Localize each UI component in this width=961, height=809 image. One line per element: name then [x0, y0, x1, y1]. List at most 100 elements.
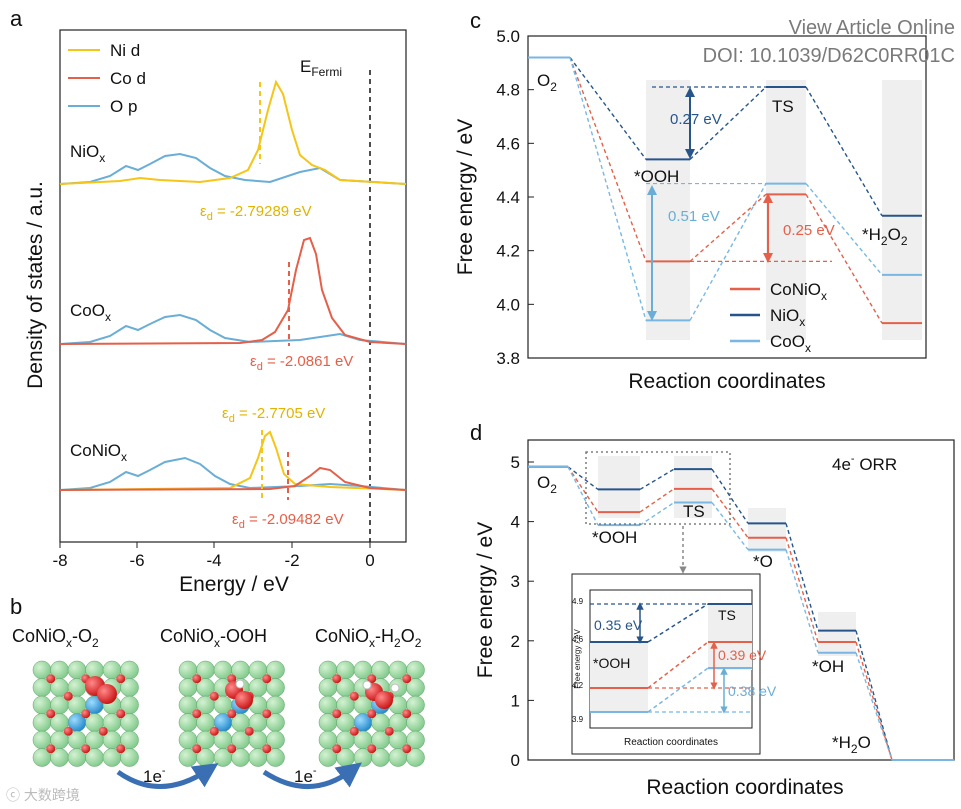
c-connector-coo-1 — [689, 183, 767, 321]
d-state-shade-2 — [748, 508, 786, 552]
c-connector-coo-2 — [805, 183, 883, 276]
o-atom — [332, 674, 342, 684]
electron-label-2: 1e- — [294, 765, 317, 786]
d-ytick-2: 2 — [511, 632, 520, 651]
panel-a-letter: a — [10, 6, 23, 31]
d-connector-nio-3 — [785, 523, 819, 631]
c-state-o2: O2 — [537, 71, 557, 94]
c-ytick-5.0: 5.0 — [496, 27, 520, 46]
o-atom — [81, 709, 91, 719]
structure-label-h2o2: CoNiOx-H2O2 — [315, 626, 422, 650]
d-inset-xlabel: Reaction coordinates — [624, 737, 718, 748]
d-connector-nio-4 — [855, 630, 893, 761]
d-inset-ytick-4.2: 4.2 — [572, 681, 584, 690]
d-inset-ytick-3.9: 3.9 — [572, 715, 584, 724]
c-ytick-3.8: 3.8 — [496, 349, 520, 368]
o-atom — [384, 726, 394, 736]
c-legend-coo: CoOx — [770, 332, 811, 355]
conio-co-d-curve — [59, 466, 407, 491]
d-inset-state-ts: TS — [718, 607, 736, 623]
a-xtick-2: -4 — [206, 551, 221, 570]
o-atom — [81, 744, 91, 754]
d-state-o: *O — [753, 552, 773, 571]
c-connector-conio-2 — [805, 193, 883, 324]
o-atom — [63, 691, 73, 701]
o-atom — [192, 744, 202, 754]
panel-a-legend: Ni d Co d O p — [68, 41, 146, 116]
conio-co-d-center-text: εd = -2.09482 eV — [232, 511, 344, 531]
d-inset-annotation-nio: 0.35 eV — [594, 617, 643, 633]
a-xlabel: Energy / eV — [179, 573, 289, 596]
view-article-link[interactable]: View Article Online — [788, 17, 955, 39]
electron-label-1: 1e- — [143, 765, 166, 786]
d-inset-state-ooh: *OOH — [593, 655, 630, 671]
panel-c-letter: c — [470, 8, 481, 33]
c-ytick-4.2: 4.2 — [496, 242, 520, 261]
o-atom — [402, 674, 412, 684]
nio-d-center-text: εd = -2.79289 eV — [200, 203, 312, 223]
slab-h2o2 — [318, 660, 425, 767]
a-xtick-3: -2 — [284, 551, 299, 570]
o-atom — [46, 674, 56, 684]
structure-label-o2: CoNiOx-O2 — [12, 626, 99, 650]
c-connector-conio-0 — [569, 57, 647, 262]
d-connector-coo-4 — [855, 652, 893, 761]
slab-ooh — [178, 660, 285, 767]
o-atom — [98, 726, 108, 736]
c-annotation-coo: 0.51 eV — [668, 208, 720, 225]
c-connector-nio-1 — [689, 86, 767, 160]
conio-ni-d-curve — [59, 430, 407, 491]
electron-arrow-1 — [116, 763, 219, 789]
d-xlabel: Reaction coordinates — [646, 776, 843, 799]
c-state-shade-1 — [766, 80, 806, 340]
o-atom — [227, 744, 237, 754]
d-state-o2: O2 — [537, 473, 557, 496]
doi-link[interactable]: DOI: 10.1039/D62C0RR01C — [702, 45, 955, 67]
c-ytick-4.6: 4.6 — [496, 134, 520, 153]
legend-co-d: Co d — [110, 69, 146, 88]
d-title: 4e- ORR — [832, 453, 897, 474]
c-legend-nio: NiOx — [770, 306, 805, 329]
d-state-h2o: *H2O — [832, 733, 871, 756]
o-atom — [116, 709, 126, 719]
a-xtick-4: 0 — [365, 551, 374, 570]
d-connector-nio-1 — [639, 468, 675, 491]
ni-atom — [406, 748, 425, 767]
watermark: ⓒ 大数跨境 — [6, 787, 80, 803]
o-atom — [244, 726, 254, 736]
c-connector-nio-2 — [805, 86, 883, 217]
o-atom — [402, 744, 412, 754]
nio-label: NiOx — [70, 142, 105, 165]
electron-arrow-2 — [262, 762, 362, 789]
d-inset-shade-ooh — [590, 642, 648, 712]
o-atom — [367, 709, 377, 719]
d-connector-coo-0 — [567, 466, 599, 526]
d-state-shade-3 — [818, 612, 856, 656]
d-ytick-5: 5 — [511, 453, 520, 472]
o-atom — [63, 726, 73, 736]
d-connector-conio-0 — [567, 466, 599, 513]
panel-a-frame — [59, 29, 407, 543]
panel-a-x-ticks: -8 -6 -4 -2 0 — [52, 542, 375, 570]
o-atom — [367, 744, 377, 754]
adsorbate-o2 — [85, 676, 117, 704]
o-atom — [116, 744, 126, 754]
panel-c-frame — [527, 35, 927, 359]
c-ytick-4.8: 4.8 — [496, 81, 520, 100]
conio-ni-d-center-text: εd = -2.7705 eV — [222, 405, 325, 425]
o-atom — [46, 744, 56, 754]
d-inset-annotation-coo: 0.38 eV — [728, 683, 777, 699]
nio-ni-d-curve — [59, 79, 407, 185]
adsorbate-h2o2 — [362, 680, 400, 709]
a-ylabel: Density of states / a.u. — [24, 181, 47, 389]
o-atom — [367, 674, 377, 684]
c-ytick-4.4: 4.4 — [496, 188, 520, 207]
d-inset-ytick-4.9: 4.9 — [572, 597, 584, 606]
coo-d-center-text: εd = -2.0861 eV — [250, 353, 353, 373]
d-inset-annotation-conio: 0.39 eV — [718, 647, 767, 663]
c-annotation-nio: 0.27 eV — [670, 111, 722, 128]
coo-op-curve — [59, 313, 407, 345]
d-ytick-4: 4 — [511, 513, 520, 532]
legend-ni-d: Ni d — [110, 41, 140, 60]
